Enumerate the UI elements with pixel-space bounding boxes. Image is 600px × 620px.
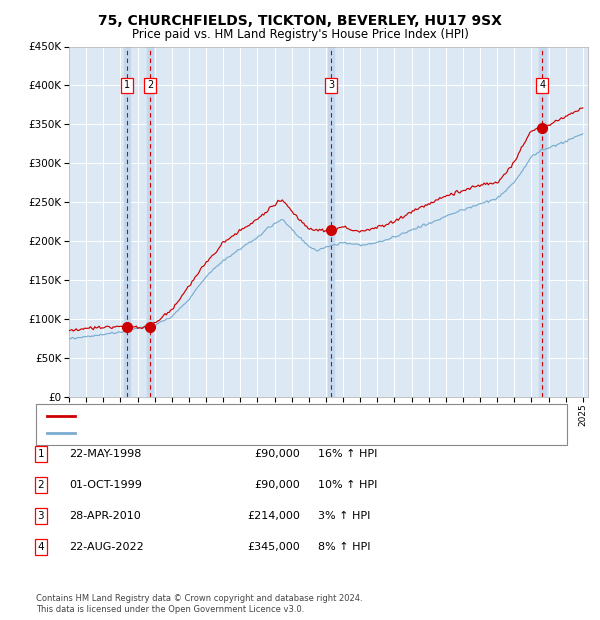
Text: 75, CHURCHFIELDS, TICKTON, BEVERLEY, HU17 9SX: 75, CHURCHFIELDS, TICKTON, BEVERLEY, HU1…: [98, 14, 502, 28]
Text: 3: 3: [37, 511, 44, 521]
Bar: [539, 46, 545, 397]
Text: £345,000: £345,000: [247, 542, 300, 552]
Text: 22-AUG-2022: 22-AUG-2022: [69, 542, 144, 552]
Text: £214,000: £214,000: [247, 511, 300, 521]
Text: Price paid vs. HM Land Registry's House Price Index (HPI): Price paid vs. HM Land Registry's House …: [131, 28, 469, 41]
Bar: [328, 46, 334, 397]
Text: 4: 4: [37, 542, 44, 552]
Text: 1: 1: [37, 449, 44, 459]
Text: 10% ↑ HPI: 10% ↑ HPI: [318, 480, 377, 490]
Text: 3: 3: [328, 81, 334, 91]
Text: 1: 1: [124, 81, 130, 91]
Bar: [124, 46, 130, 397]
Text: 2: 2: [147, 81, 154, 91]
Bar: [147, 46, 154, 397]
Text: 22-MAY-1998: 22-MAY-1998: [69, 449, 142, 459]
Text: £90,000: £90,000: [254, 480, 300, 490]
Text: 4: 4: [539, 81, 545, 91]
Text: HPI: Average price, detached house, East Riding of Yorkshire: HPI: Average price, detached house, East…: [81, 428, 377, 438]
Text: 16% ↑ HPI: 16% ↑ HPI: [318, 449, 377, 459]
Text: 75, CHURCHFIELDS, TICKTON, BEVERLEY, HU17 9SX (detached house): 75, CHURCHFIELDS, TICKTON, BEVERLEY, HU1…: [81, 410, 424, 420]
Text: 01-OCT-1999: 01-OCT-1999: [69, 480, 142, 490]
Text: £90,000: £90,000: [254, 449, 300, 459]
Text: Contains HM Land Registry data © Crown copyright and database right 2024.
This d: Contains HM Land Registry data © Crown c…: [36, 595, 362, 614]
Text: 2: 2: [37, 480, 44, 490]
Text: 8% ↑ HPI: 8% ↑ HPI: [318, 542, 371, 552]
Text: 28-APR-2010: 28-APR-2010: [69, 511, 141, 521]
Text: 3% ↑ HPI: 3% ↑ HPI: [318, 511, 370, 521]
